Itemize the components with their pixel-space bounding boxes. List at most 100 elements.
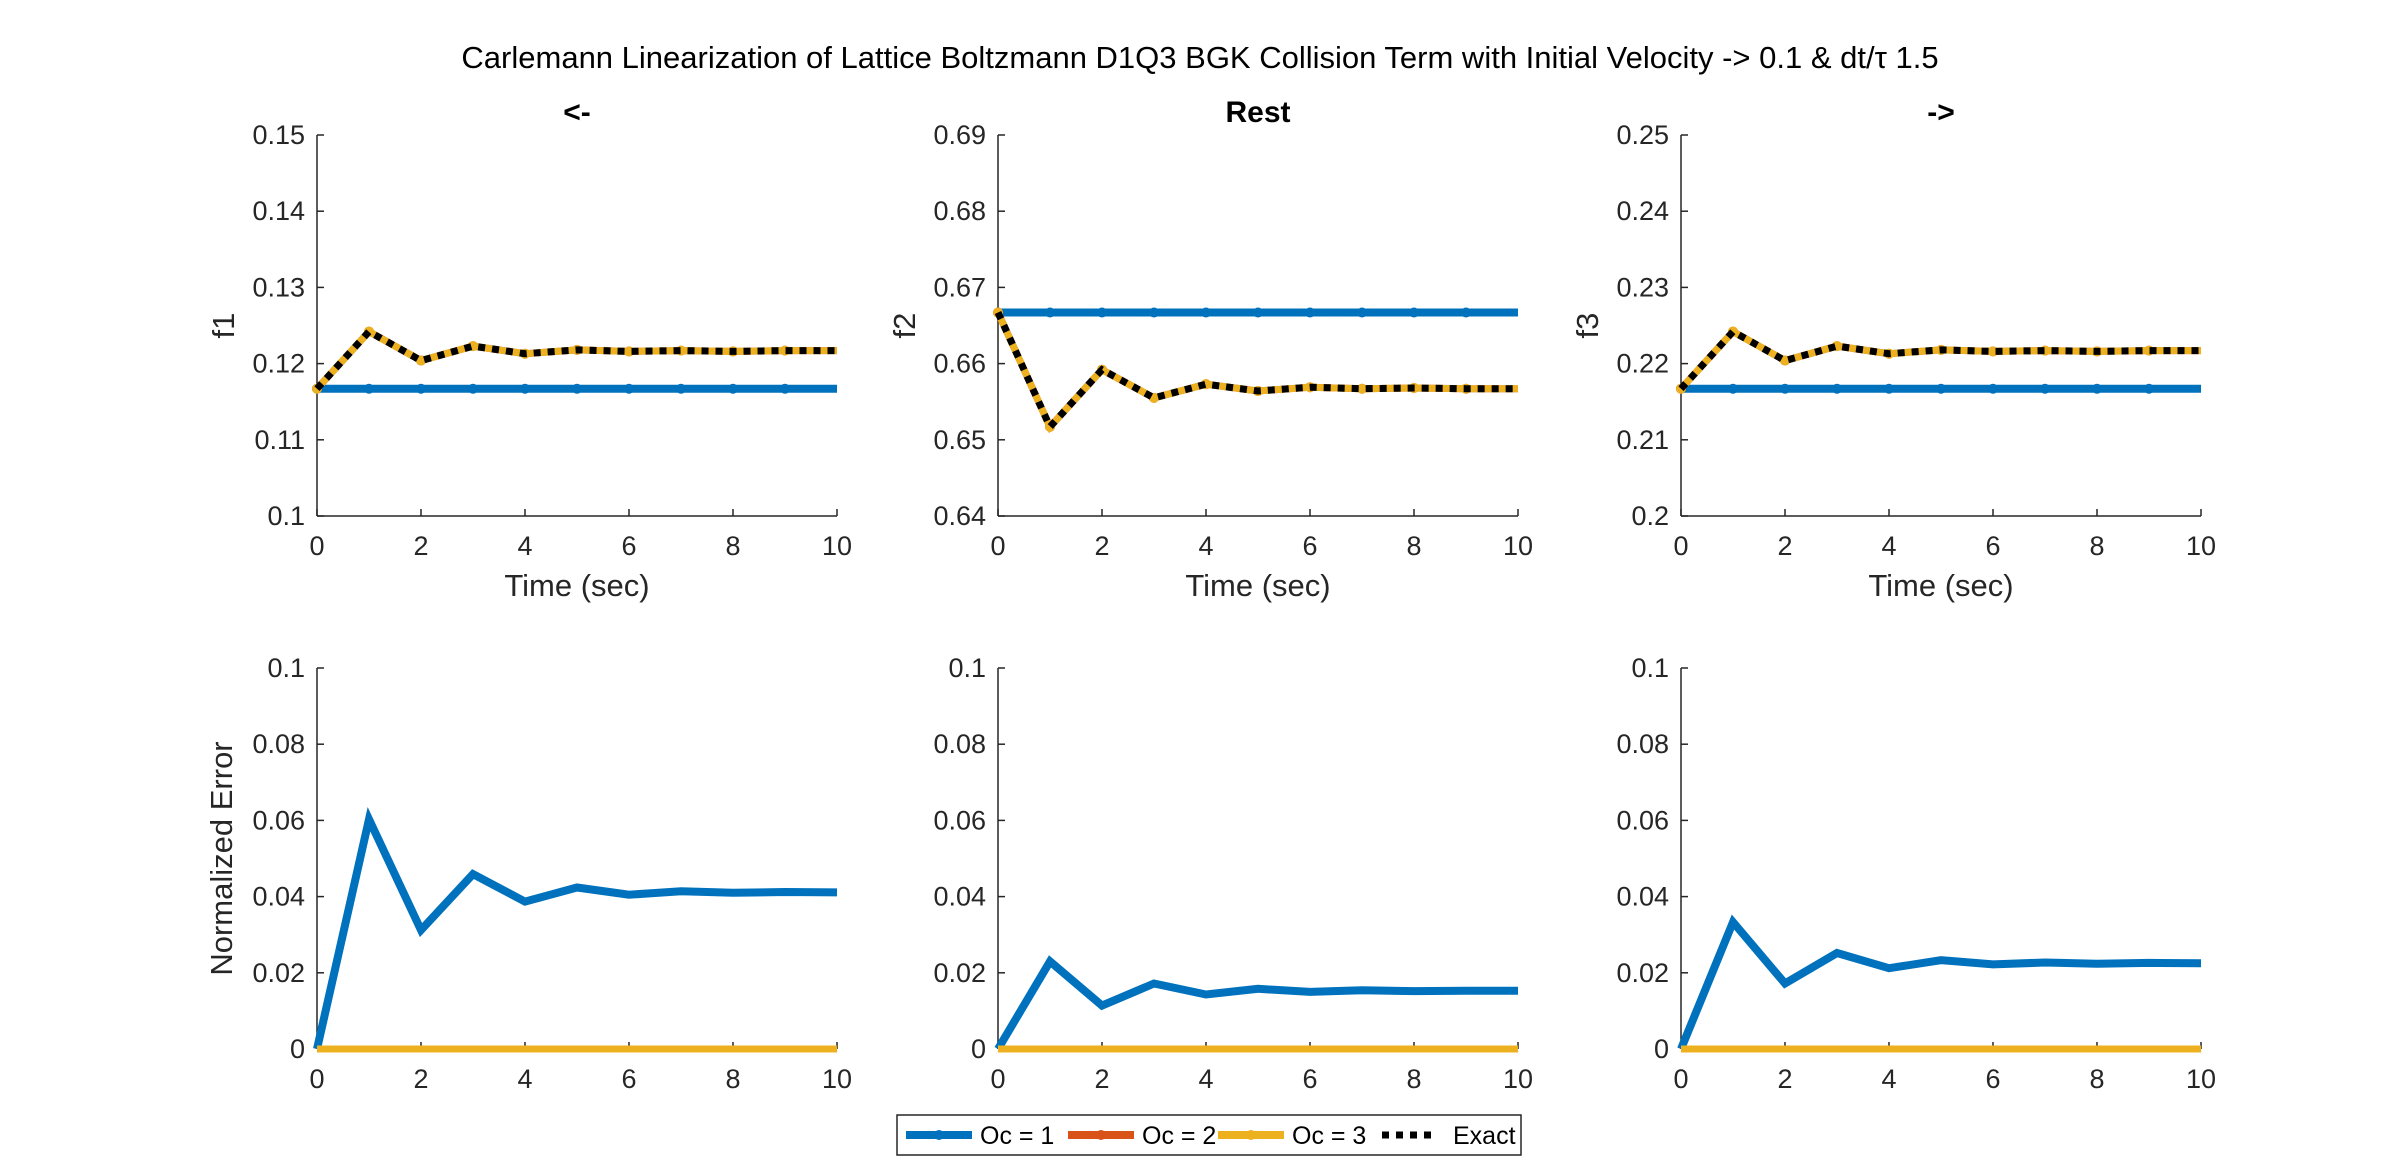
series-line-exact <box>314 327 837 392</box>
x-tick-label: 0 <box>309 1064 324 1094</box>
x-tick-label: 8 <box>2089 1064 2104 1094</box>
x-tick-label: 2 <box>1777 531 1792 561</box>
x-tick-label: 0 <box>1673 1064 1688 1094</box>
x-axis-label: Time (sec) <box>1868 568 2013 603</box>
y-tick-label: 0.02 <box>1616 958 1669 988</box>
y-tick-label: 0.08 <box>1616 729 1669 759</box>
y-tick-label: 0.2 <box>1631 501 1669 531</box>
data-point-oc1 <box>1409 307 1419 318</box>
y-axis-label: f1 <box>206 313 241 339</box>
data-point-oc1 <box>1201 307 1211 318</box>
y-tick-label: 0.04 <box>1616 882 1669 912</box>
y-tick-label: 0.06 <box>252 805 305 835</box>
data-point-oc3 <box>416 355 426 366</box>
data-point-oc1 <box>520 383 530 394</box>
x-tick-label: 6 <box>1302 1064 1317 1094</box>
y-tick-label: 0.13 <box>252 272 305 302</box>
y-tick-label: 0 <box>1654 1034 1669 1064</box>
data-point-oc1 <box>1045 307 1055 318</box>
series-line-oc1 <box>313 807 838 1050</box>
data-point-oc1 <box>1884 383 1894 394</box>
x-tick-label: 0 <box>309 531 324 561</box>
subplot-2: 0 2 4 6 8 10 0.64 0.65 0.66 0.67 0.68 0.69 Rest Time … <box>887 96 1533 603</box>
series-line-exact <box>994 311 1518 434</box>
y-tick-label: 0.14 <box>252 196 305 226</box>
x-tick-label: 6 <box>1302 531 1317 561</box>
y-tick-label: 0.11 <box>254 425 305 455</box>
series-line-oc1 <box>994 955 1518 1052</box>
y-tick-label: 0.04 <box>933 882 986 912</box>
y-tick-label: 0.69 <box>933 120 986 150</box>
x-tick-label: 10 <box>2186 1064 2216 1094</box>
subplot-title: Rest <box>1225 96 1290 129</box>
legend-label-oc1: Oc = 1 <box>980 1122 1054 1150</box>
data-point-oc1 <box>1461 307 1471 318</box>
y-tick-label: 0.1 <box>267 501 305 531</box>
x-tick-label: 10 <box>822 1064 852 1094</box>
y-tick-label: 0.64 <box>933 501 986 531</box>
x-tick-label: 2 <box>1094 531 1109 561</box>
x-tick-label: 4 <box>1198 531 1213 561</box>
data-point-oc1 <box>416 383 426 394</box>
data-point-oc1 <box>676 383 686 394</box>
series-line-oc1 <box>1677 914 2202 1051</box>
subplot-5: 0 2 4 6 8 10 0 0.02 0.04 0.06 0.08 0.1 <box>933 653 1533 1094</box>
y-tick-label: 0.1 <box>1631 653 1669 683</box>
y-tick-label: 0.66 <box>933 349 986 379</box>
x-tick-label: 2 <box>1777 1064 1792 1094</box>
data-point-oc1 <box>1357 307 1367 318</box>
y-tick-label: 0.04 <box>252 882 305 912</box>
x-tick-label: 2 <box>1094 1064 1109 1094</box>
legend-marker-oc2 <box>1096 1130 1106 1140</box>
y-tick-label: 0.08 <box>933 729 986 759</box>
x-tick-label: 4 <box>517 1064 532 1094</box>
x-tick-label: 10 <box>1503 531 1533 561</box>
y-tick-label: 0.22 <box>1616 349 1669 379</box>
legend-marker-oc1 <box>934 1130 944 1140</box>
subplot-title: <- <box>563 96 591 129</box>
legend-label-exact: Exact <box>1453 1122 1516 1150</box>
legend-label-oc3: Oc = 3 <box>1292 1122 1366 1150</box>
y-tick-label: 0.25 <box>1616 120 1669 150</box>
x-tick-label: 4 <box>1881 1064 1896 1094</box>
subplot-6: 0 2 4 6 8 10 0 0.02 0.04 0.06 0.08 0.1 <box>1616 653 2216 1094</box>
subplot-3: 0 2 4 6 8 10 0.2 0.21 0.22 0.23 0.24 0.25 -> Time (se… <box>1570 96 2216 603</box>
subplot-1: 0 2 4 6 8 10 0.1 0.11 0.12 0.13 0.14 0.15 <- Time (se… <box>206 96 852 603</box>
data-point-oc1 <box>1936 383 1946 394</box>
legend-label-oc2: Oc = 2 <box>1142 1122 1216 1150</box>
data-point-oc1 <box>2144 383 2154 394</box>
legend-item-oc1: Oc = 1 <box>906 1122 1054 1150</box>
data-point-oc1 <box>1988 383 1998 394</box>
x-tick-label: 6 <box>1985 531 2000 561</box>
subplot-title: -> <box>1927 96 1955 129</box>
y-axis-label: f2 <box>887 313 922 339</box>
data-point-oc1 <box>2040 383 2050 394</box>
data-point-oc1 <box>624 383 634 394</box>
x-tick-label: 10 <box>822 531 852 561</box>
y-tick-label: 0.67 <box>933 272 986 302</box>
x-tick-label: 10 <box>2186 531 2216 561</box>
x-tick-label: 10 <box>1503 1064 1533 1094</box>
series-line-exact <box>1678 327 2201 392</box>
x-tick-label: 8 <box>1406 531 1421 561</box>
y-tick-label: 0 <box>290 1034 305 1064</box>
data-point-oc3 <box>1357 383 1367 394</box>
data-point-oc1 <box>1728 383 1738 394</box>
data-point-oc1 <box>364 383 374 394</box>
y-tick-label: 0.12 <box>252 349 305 379</box>
x-tick-label: 0 <box>1673 531 1688 561</box>
y-tick-label: 0.65 <box>933 425 986 455</box>
x-tick-label: 6 <box>621 1064 636 1094</box>
x-axis-label: Time (sec) <box>1185 568 1330 603</box>
y-tick-label: 0.24 <box>1616 196 1669 226</box>
y-tick-label: 0.1 <box>948 653 986 683</box>
x-axis-label: Time (sec) <box>504 568 649 603</box>
x-tick-label: 2 <box>413 1064 428 1094</box>
x-tick-label: 8 <box>1406 1064 1421 1094</box>
x-tick-label: 4 <box>1881 531 1896 561</box>
data-point-oc1 <box>2092 383 2102 394</box>
data-point-oc1 <box>1149 307 1159 318</box>
y-tick-label: 0.02 <box>933 958 986 988</box>
x-tick-label: 6 <box>621 531 636 561</box>
subplot-4: 0 2 4 6 8 10 0 0.02 0.04 0.06 0.08 0.1 Normalized Er… <box>204 653 852 1094</box>
